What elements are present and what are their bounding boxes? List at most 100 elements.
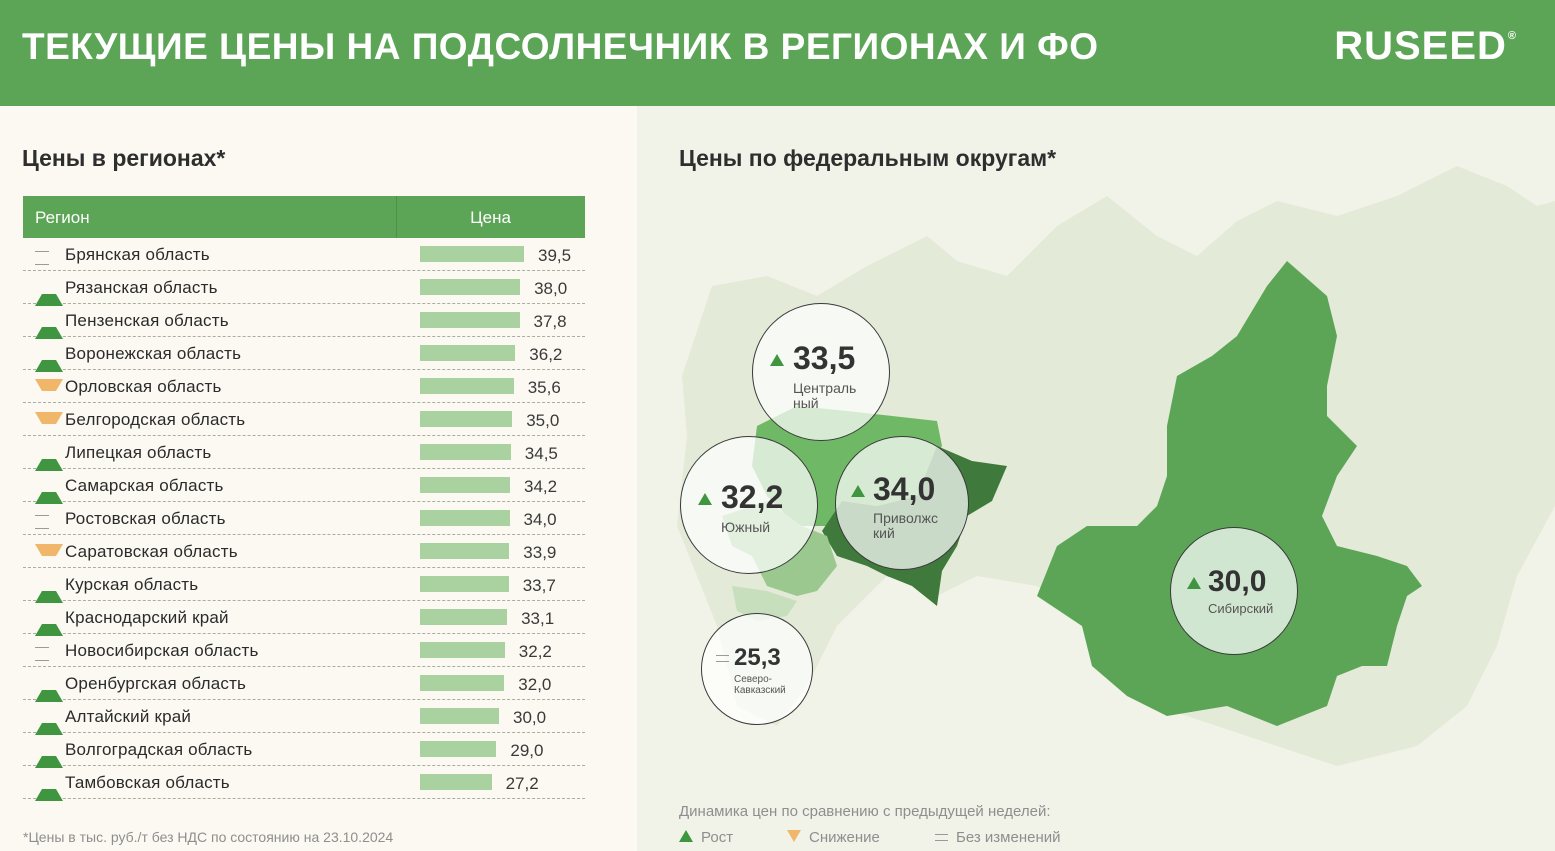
price-value: 27,2 [505,774,539,793]
district-name: Северо- Кавказский [734,674,786,696]
district-bubble-siberian: 30,0 Сибирский [1170,527,1298,655]
region-name: Курская область [65,575,199,594]
price-value: 36,2 [529,345,563,364]
table-row: Липецкая область 34,5 [23,436,585,471]
price-value: 33,7 [522,576,556,595]
siberian-district-shape [1037,261,1422,726]
region-name: Оренбургская область [65,674,247,693]
price-bar [420,741,497,757]
table-row: Оренбургская область 32,0 [23,667,585,702]
trend-up-icon [35,676,63,702]
trend-down-icon [35,379,63,405]
page-title: ТЕКУЩИЕ ЦЕНЫ НА ПОДСОЛНЕЧНИК В РЕГИОНАХ … [22,26,1099,67]
legend-item-up: Рост [679,829,733,846]
price-bar [420,312,520,328]
region-name: Ростовская область [65,509,226,528]
trend-up-icon [35,346,63,372]
price-bar [420,609,508,625]
district-name: Сибирский [1208,601,1274,616]
price-bar [420,642,505,658]
trend-up-icon [35,742,63,768]
regions-section-title: Цены в регионах* [22,145,226,171]
region-name: Воронежская область [65,344,242,363]
region-name: Алтайский край [65,707,192,726]
table-body: Брянская область 39,5 Рязанская область 38,… [23,238,585,801]
price-bar [420,708,499,724]
header-bar: ТЕКУЩИЕ ЦЕНЫ НА ПОДСОЛНЕЧНИК В РЕГИОНАХ … [0,0,1555,106]
district-price: 30,0 [1208,565,1267,598]
district-bubble-volga: 34,0 Приволжс кий [835,436,969,570]
price-bar [420,246,524,262]
trend-up-icon [35,445,63,471]
ruseed-logo: RUSEED® [1334,24,1517,69]
price-bar [420,576,509,592]
table-row: Воронежская область 36,2 [23,337,585,372]
trend-down-icon [35,544,63,570]
trend-up-icon [1187,577,1201,589]
region-name: Орловская область [65,377,222,396]
table-row: Курская область 33,7 [23,568,585,603]
district-price: 33,5 [793,340,856,376]
trend-up-icon [35,313,63,339]
table-row: Самарская область 34,2 [23,469,585,504]
table-row: Саратовская область 33,9 [23,535,585,568]
price-value: 37,8 [533,312,567,331]
table-row: Белгородская область 35,0 [23,403,585,436]
district-price: 34,0 [873,471,936,507]
price-value: 34,2 [524,477,558,496]
trend-same-icon [35,647,49,661]
price-bar [420,378,514,394]
price-bar [420,411,513,427]
district-bubble-central: 33,5 Централь ный [752,303,890,441]
trend-down-icon [35,412,63,438]
region-name: Брянская область [65,245,210,264]
district-bubble-north-caucasus: 25,3 Северо- Кавказский [701,613,813,725]
legend-item-down: Снижение [787,829,880,846]
column-header-region: Регион [35,208,90,227]
district-bubble-southern: 32,2 Южный [680,436,818,574]
column-divider [396,196,397,238]
table-row: Рязанская область 38,0 [23,271,585,306]
price-bar [420,510,510,526]
table-row: Пензенская область 37,8 [23,304,585,339]
logo-text: RUSEED [1334,24,1507,68]
region-name: Волгоградская область [65,740,253,759]
price-value: 39,5 [538,246,572,265]
regions-price-table: Регион Цена Брянская область 39,5 Рязанска… [23,196,585,801]
price-bar [420,543,510,559]
region-name: Рязанская область [65,278,218,297]
registered-mark: ® [1507,30,1517,42]
price-value: 33,9 [523,543,557,562]
region-name: Белгородская область [65,410,246,429]
trend-same-icon [35,515,49,529]
price-value: 35,6 [527,378,561,397]
legend-item-same: Без изменений [935,829,1060,846]
price-value: 35,0 [526,411,560,430]
table-row: Тамбовская область 27,2 [23,766,585,801]
price-value: 29,0 [510,741,544,760]
price-bar [420,345,516,361]
table-row: Алтайский край 30,0 [23,700,585,735]
trend-same-icon [935,834,948,842]
region-name: Пензенская область [65,311,229,330]
price-bar [420,675,505,691]
trend-same-icon [716,655,729,662]
table-header: Регион Цена [23,196,585,238]
trend-up-icon [35,478,63,504]
trend-down-icon [787,830,801,843]
price-value: 30,0 [513,708,547,727]
district-price: 32,2 [721,479,784,515]
trend-up-icon [35,577,63,603]
price-value: 38,0 [534,279,568,298]
table-row: Волгоградская область 29,0 [23,733,585,768]
price-value: 34,5 [524,444,558,463]
trend-up-icon [35,775,63,801]
trend-up-icon [35,280,63,306]
district-name: Южный [721,519,771,535]
legend-label-same: Без изменений [956,829,1061,846]
table-row: Брянская область 39,5 [23,238,585,271]
price-bar [420,444,511,460]
table-row: Ростовская область 34,0 [23,502,585,535]
region-name: Тамбовская область [65,773,230,792]
district-price: 25,3 [734,644,781,671]
